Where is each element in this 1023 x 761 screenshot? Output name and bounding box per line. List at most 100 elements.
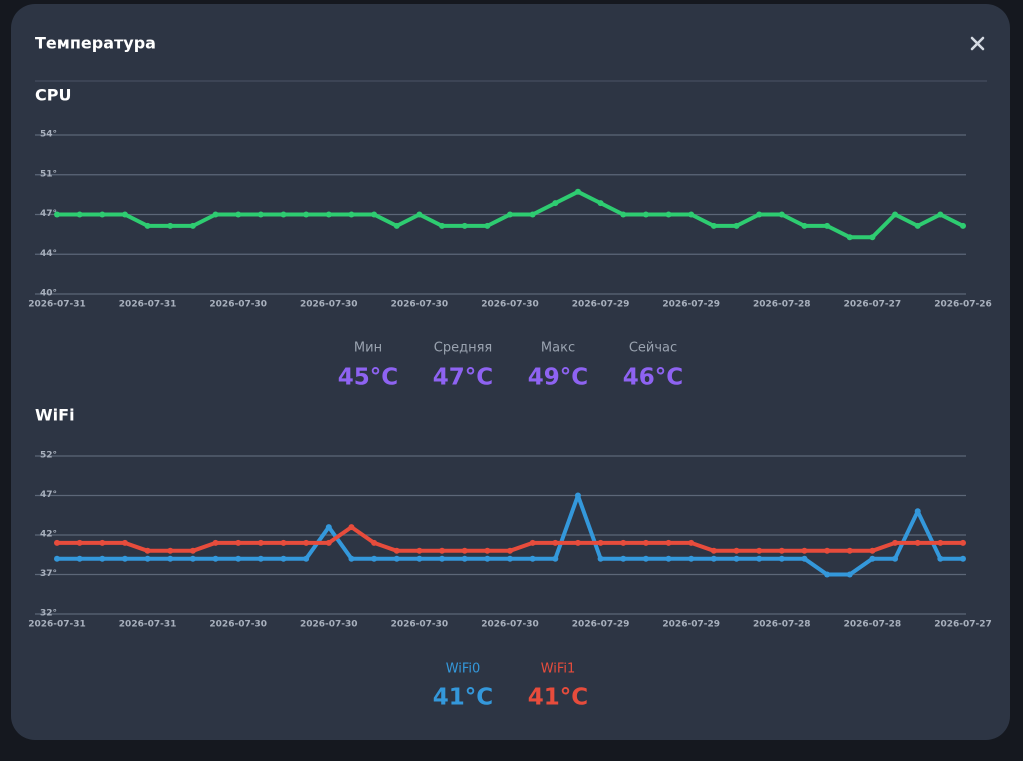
data-point [348,211,355,218]
data-point [303,211,310,218]
stat-label: Мин [354,341,382,356]
data-point [416,211,423,218]
data-point [348,555,355,562]
data-point [235,211,242,218]
data-point [76,555,83,562]
stat-value: 41°C [433,685,493,711]
dialog-panel [11,4,1010,740]
data-point [507,555,513,562]
data-point [892,211,899,218]
data-point [212,539,219,546]
data-point [76,211,83,218]
stat-label: Макс [541,341,575,356]
data-point [189,547,196,554]
data-point [235,555,242,562]
data-point [801,222,808,229]
data-point [393,547,400,554]
data-point [733,222,740,229]
data-point [710,547,717,554]
data-point [801,547,808,554]
data-point [529,211,536,218]
data-point [325,211,332,218]
data-point [348,524,355,531]
data-point [892,555,899,562]
data-point [121,211,128,218]
y-tick-label: 52° [40,451,57,461]
data-point [393,555,400,562]
data-point [76,539,83,546]
data-point [960,555,966,562]
data-point [529,539,536,546]
stat-value: 41°C [528,685,588,711]
data-point [280,539,287,546]
data-point [54,211,60,218]
data-point [846,234,853,241]
data-point [914,222,921,229]
x-tick-label: 2026-07-27 [934,620,992,630]
data-point [620,555,627,562]
data-point [461,222,468,229]
data-point [280,211,287,218]
data-point [824,571,831,578]
data-point [688,539,695,546]
data-point [416,547,423,554]
data-point [167,555,174,562]
y-tick-label: 51° [40,169,57,179]
data-point [121,539,128,546]
data-point [54,555,60,562]
data-point [778,211,785,218]
data-point [665,555,672,562]
data-point [280,555,287,562]
data-point [665,539,672,546]
data-point [642,211,649,218]
stat-value: 46°C [623,365,683,391]
data-point [574,539,581,546]
data-point [371,211,378,218]
x-tick-label: 2026-07-31 [28,620,86,630]
data-point [461,555,468,562]
y-tick-label: 32° [40,609,57,619]
x-tick-label: 2026-07-29 [662,300,720,310]
data-point [461,547,468,554]
stat-value: 45°C [338,365,398,391]
x-tick-label: 2026-07-31 [119,300,177,310]
data-point [620,539,627,546]
x-tick-label: 2026-07-27 [844,300,902,310]
data-point [914,539,921,546]
legend-label: WiFi0 [446,662,481,677]
data-point [144,547,151,554]
data-point [937,211,944,218]
section-title: WiFi [35,406,75,425]
data-point [507,547,513,554]
data-point [484,555,491,562]
data-point [121,555,128,562]
data-point [824,547,831,554]
y-tick-label: 47° [40,209,57,219]
x-tick-label: 2026-07-30 [391,300,449,310]
data-point [325,539,332,546]
x-tick-label: 2026-07-30 [209,620,267,630]
data-point [99,555,106,562]
data-point [778,547,785,554]
data-point [529,555,536,562]
data-point [484,222,491,229]
data-point [439,547,446,554]
close-button[interactable] [970,36,985,51]
data-point [189,555,196,562]
data-point [597,200,604,207]
x-tick-label: 2026-07-30 [481,620,539,630]
data-point [869,555,876,562]
y-tick-label: 44° [40,249,57,259]
dialog-title: Температура [35,34,156,53]
data-point [303,555,310,562]
data-point [144,222,151,229]
data-point [778,555,785,562]
data-point [325,524,332,531]
data-point [597,539,604,546]
x-tick-label: 2026-07-28 [844,620,902,630]
data-point [688,211,695,218]
data-point [756,547,763,554]
x-tick-label: 2026-07-29 [662,620,720,630]
data-point [144,555,151,562]
data-point [552,200,559,207]
